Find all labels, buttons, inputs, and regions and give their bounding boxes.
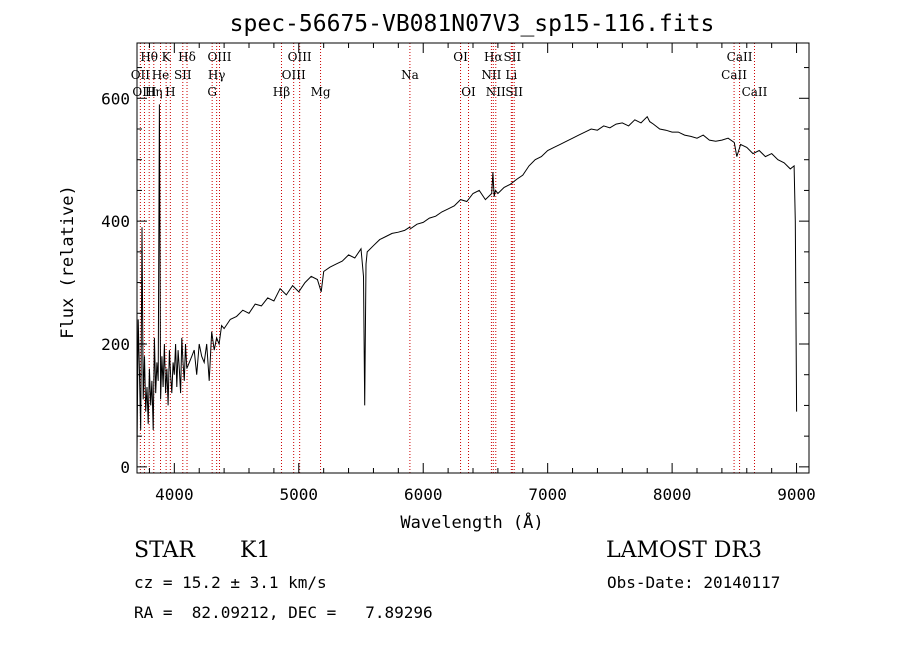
object-class: STAR — [134, 538, 195, 563]
line-label: OII — [131, 68, 151, 82]
x-tick-label: 4000 — [155, 485, 194, 504]
chart-title: spec-56675-VB081N07V3_sp15-116.fits — [230, 11, 715, 37]
x-tick-label: 9000 — [777, 485, 816, 504]
plot-frame — [136, 42, 810, 474]
y-axis-label: Flux (relative) — [58, 185, 78, 339]
line-markers — [139, 43, 755, 473]
line-label: K — [162, 50, 172, 64]
x-tick-label: 8000 — [653, 485, 692, 504]
x-axis-label: Wavelength (Å) — [400, 511, 543, 533]
redshift-velocity: cz = 15.2 ± 3.1 km/s — [134, 573, 327, 592]
line-label: OIII — [132, 85, 156, 99]
line-label: He — [152, 68, 170, 82]
line-label: NII — [486, 85, 506, 99]
line-label: CaII — [742, 85, 768, 99]
y-tick-label: 600 — [101, 89, 130, 108]
x-tick-label: 6000 — [404, 485, 443, 504]
line-label: Hη — [145, 85, 163, 99]
line-label: OIII — [207, 50, 231, 64]
line-label: CaII — [721, 68, 747, 82]
line-label: Hδ — [178, 50, 196, 64]
y-tick-label: 400 — [101, 212, 130, 231]
x-axis-ticks: 4000 5000 6000 7000 8000 9000 — [148, 43, 816, 504]
line-label: Na — [401, 68, 419, 82]
line-label: OI — [453, 50, 468, 64]
line-label: Li — [505, 68, 517, 82]
y-tick-label: 0 — [120, 458, 130, 477]
line-label: OIII — [288, 50, 312, 64]
line-label: SII — [505, 85, 523, 99]
line-label: Hγ — [208, 68, 226, 82]
line-label: G — [207, 85, 217, 99]
line-label: NII — [481, 68, 501, 82]
line-label: Hθ — [140, 50, 158, 64]
spectrum-line — [136, 104, 798, 455]
line-label: OIII — [282, 68, 306, 82]
line-label: H — [165, 85, 175, 99]
survey-name: LAMOST DR3 — [606, 538, 762, 563]
y-axis-ticks: 0 200 400 600 — [101, 67, 809, 477]
line-label: CaII — [727, 50, 753, 64]
observation-date: Obs-Date: 20140117 — [607, 573, 781, 592]
sky-coordinates: RA = 82.09212, DEC = 7.89296 — [134, 603, 433, 622]
line-label: OI — [461, 85, 476, 99]
line-label: Hα — [484, 50, 503, 64]
object-subclass: K1 — [240, 538, 271, 563]
line-label: Mg — [311, 85, 331, 99]
spectrum-chart: spec-56675-VB081N07V3_sp15-116.fits Hθ OI… — [58, 11, 816, 533]
line-label: Hβ — [273, 85, 290, 99]
line-label: SII — [503, 50, 521, 64]
x-tick-label: 5000 — [280, 485, 319, 504]
y-tick-label: 200 — [101, 335, 130, 354]
line-label: SII — [174, 68, 192, 82]
x-tick-label: 7000 — [528, 485, 567, 504]
